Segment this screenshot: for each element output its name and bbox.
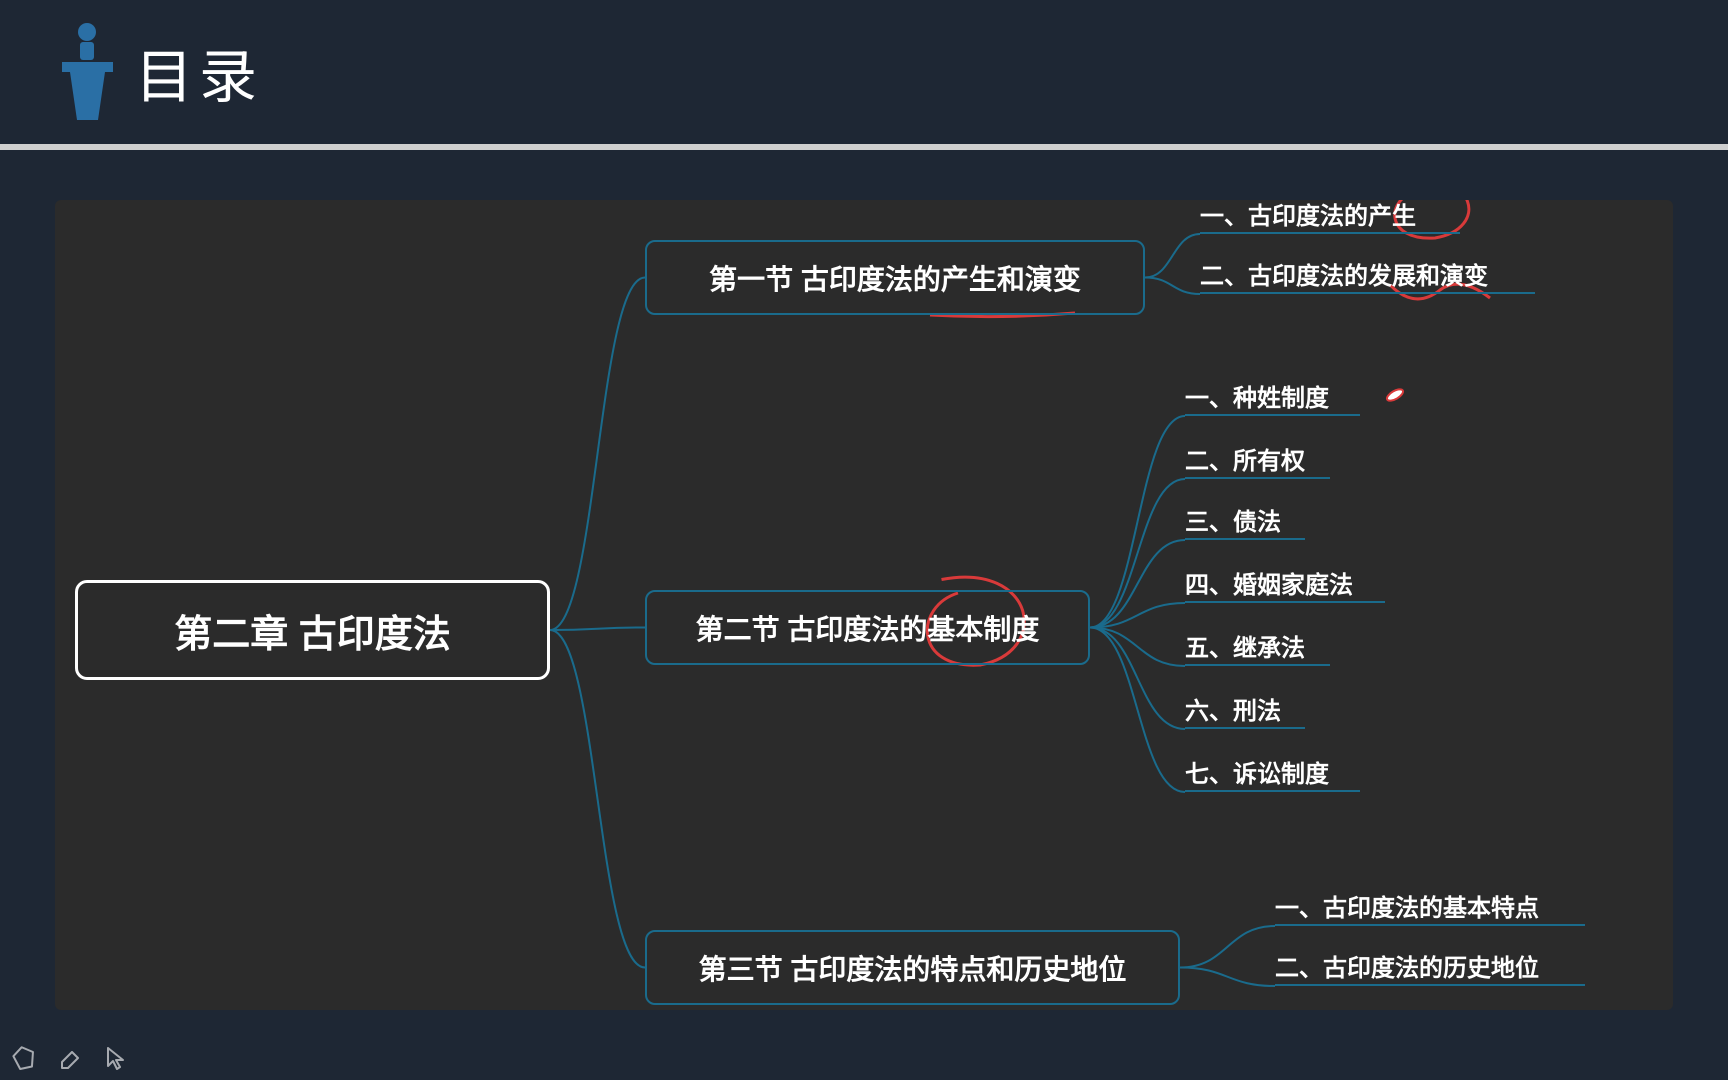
leaf-node-2-5: 五、继承法 [1185, 630, 1330, 666]
leaf-node-3-2: 二、古印度法的历史地位 [1275, 950, 1585, 986]
leaf-node-1-1: 一、古印度法的产生 [1200, 198, 1460, 234]
root-node: 第二章 古印度法 [75, 580, 550, 680]
leaf-node-2-6: 六、刑法 [1185, 693, 1305, 729]
section-node-2: 第二节 古印度法的基本制度 [645, 590, 1090, 665]
leaf-node-3-1: 一、古印度法的基本特点 [1275, 890, 1585, 926]
page-header: 目录 [0, 0, 1728, 150]
podium-icon [60, 22, 115, 122]
leaf-node-2-7: 七、诉讼制度 [1185, 756, 1360, 792]
cursor-icon[interactable] [102, 1044, 130, 1072]
section-node-3: 第三节 古印度法的特点和历史地位 [645, 930, 1180, 1005]
page-title: 目录 [135, 30, 263, 114]
leaf-node-2-3: 三、债法 [1185, 504, 1305, 540]
eraser-icon[interactable] [56, 1044, 84, 1072]
leaf-node-1-2: 二、古印度法的发展和演变 [1200, 258, 1535, 294]
bottom-toolbar [10, 1044, 130, 1072]
mindmap-canvas: 第二章 古印度法 第一节 古印度法的产生和演变 一、古印度法的产生二、古印度法的发展… [55, 200, 1673, 1010]
section-node-1: 第一节 古印度法的产生和演变 [645, 240, 1145, 315]
leaf-node-2-4: 四、婚姻家庭法 [1185, 567, 1385, 603]
leaf-node-2-2: 二、所有权 [1185, 443, 1330, 479]
leaf-node-2-1: 一、种姓制度 [1185, 380, 1360, 416]
lasso-icon[interactable] [10, 1044, 38, 1072]
